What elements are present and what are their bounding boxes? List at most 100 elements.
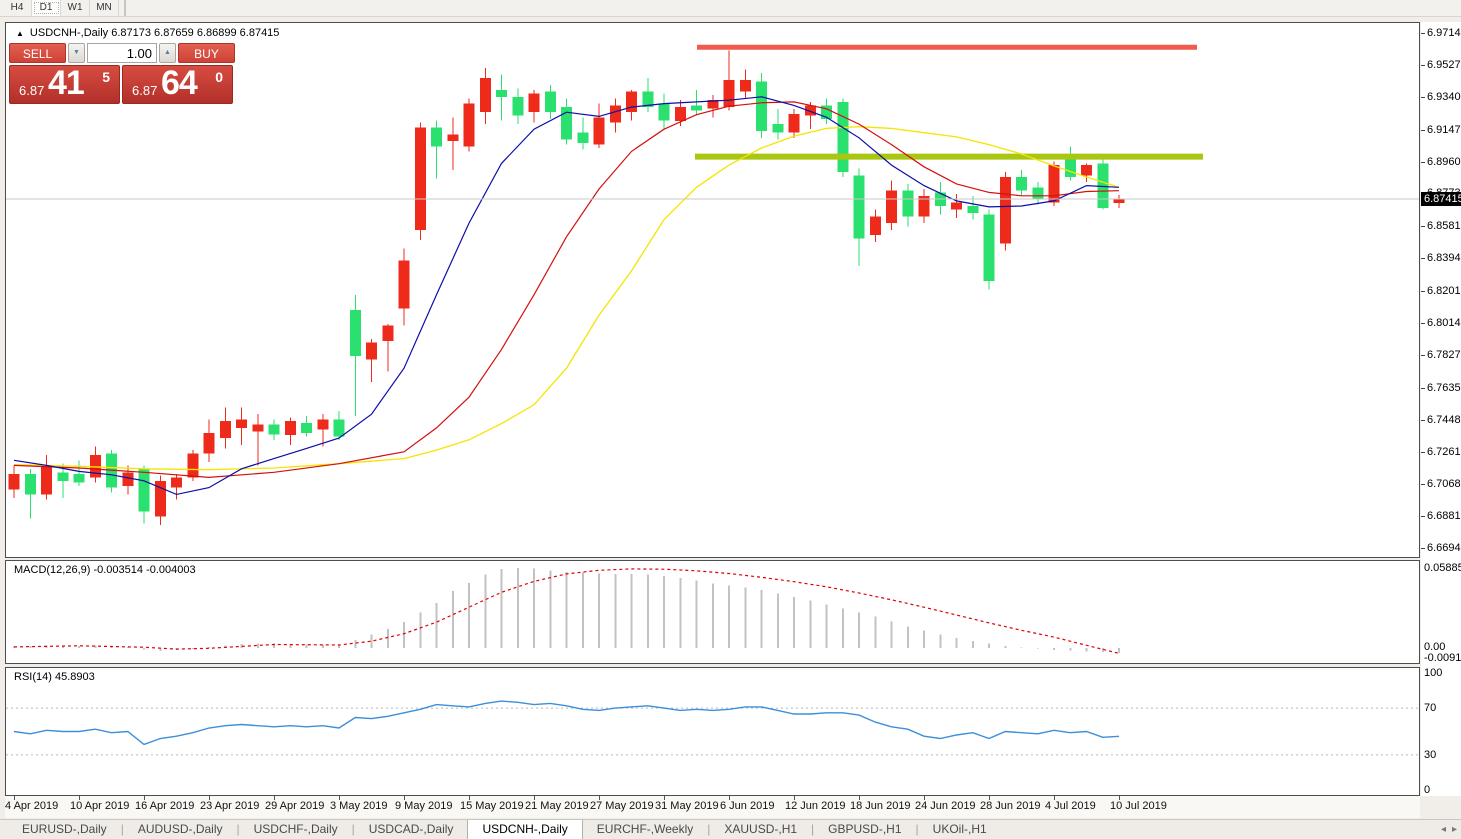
price-scale-tick <box>1421 420 1425 421</box>
rsi-scale-0: 0 <box>1424 784 1431 796</box>
volume-increase-button[interactable]: ▲ <box>159 43 176 63</box>
date-tick <box>79 796 80 800</box>
price-scale-tick <box>1421 226 1425 227</box>
price-scale-tick <box>1421 130 1425 131</box>
volume-decrease-button[interactable]: ▼ <box>68 43 85 63</box>
tab-scroll-controls: ◂ ▸ <box>1441 823 1457 837</box>
price-scale-background[interactable] <box>1421 22 1461 796</box>
rsi-indicator-pane[interactable]: RSI(14) 45.8903 <box>5 667 1420 796</box>
date-label: 18 Jun 2019 <box>850 800 911 812</box>
date-axis[interactable]: 4 Apr 2019 10 Apr 2019 16 Apr 2019 23 Apr 2… <box>5 796 1420 818</box>
macd-scale-max: 0.058851 <box>1424 562 1461 574</box>
price-tick-label: 6.95270 <box>1427 59 1461 71</box>
date-tick <box>1119 796 1120 800</box>
main-chart-canvas[interactable] <box>6 23 1419 557</box>
tab-scroll-right-icon[interactable]: ▸ <box>1451 824 1457 835</box>
chart-tab-gbpusd[interactable]: GBPUSD-,H1 <box>828 822 902 836</box>
price-scale-tick <box>1421 162 1425 163</box>
price-scale-tick <box>1421 516 1425 517</box>
tab-separator: | <box>915 822 919 836</box>
date-tick <box>729 796 730 800</box>
price-scale-tick <box>1421 258 1425 259</box>
buy-price-big: 64 <box>161 64 198 102</box>
price-scale-tick <box>1421 548 1425 549</box>
price-tick-label: 6.80145 <box>1427 317 1461 329</box>
date-label: 10 Jul 2019 <box>1110 800 1167 812</box>
buy-price-small: 6.87 <box>132 83 158 98</box>
price-tick-label: 6.76350 <box>1427 382 1461 394</box>
chart-tab-usdcad[interactable]: USDCAD-,Daily <box>368 822 454 836</box>
sell-button[interactable]: SELL <box>9 43 66 63</box>
price-tick-label: 6.74480 <box>1427 414 1461 426</box>
date-tick <box>924 796 925 800</box>
tab-separator: | <box>120 822 124 836</box>
date-label: 29 Apr 2019 <box>265 800 325 812</box>
tab-separator: | <box>811 822 815 836</box>
date-label: 9 May 2019 <box>395 800 453 812</box>
rsi-canvas[interactable] <box>6 668 1419 795</box>
sell-price-big: 41 <box>48 64 85 102</box>
macd-histogram <box>13 568 1120 653</box>
date-tick <box>794 796 795 800</box>
timeframe-button-h4[interactable]: H4 <box>3 0 32 16</box>
tab-separator: | <box>707 822 711 836</box>
rsi-scale-30: 30 <box>1424 749 1437 761</box>
sell-price-box[interactable]: 6.87 41 5 <box>9 64 120 104</box>
chart-tab-audusd[interactable]: AUDUSD-,Daily <box>137 822 223 836</box>
date-label: 4 Jul 2019 <box>1045 800 1096 812</box>
date-label: 28 Jun 2019 <box>980 800 1041 812</box>
chart-tab-bar: EURUSD-,Daily | AUDUSD-,Daily | USDCHF-,Dail… <box>0 819 1461 839</box>
date-tick <box>534 796 535 800</box>
chart-header-text: USDCNH-,Daily 6.87173 6.87659 6.86899 6.… <box>29 27 280 39</box>
rsi-label: RSI(14) 45.8903 <box>14 671 95 683</box>
volume-input[interactable] <box>87 43 157 63</box>
macd-indicator-pane[interactable]: MACD(12,26,9) -0.003514 -0.004003 <box>5 560 1420 664</box>
chart-tab-usdchf[interactable]: USDCHF-,Daily <box>253 822 338 836</box>
date-label: 21 May 2019 <box>525 800 589 812</box>
price-tick-label: 6.78275 <box>1427 349 1461 361</box>
chart-tab-ukoil[interactable]: UKOil-,H1 <box>932 822 987 836</box>
candles-layer <box>8 50 1125 526</box>
chart-tab-usdcnh[interactable]: USDCNH-,Daily <box>467 820 583 839</box>
timeframe-button-mn[interactable]: MN <box>90 0 119 16</box>
date-tick <box>859 796 860 800</box>
chart-tab-eurchf[interactable]: EURCHF-,Weekly <box>596 822 694 836</box>
date-tick <box>144 796 145 800</box>
price-scale-tick <box>1421 33 1425 34</box>
price-tick-label: 6.83940 <box>1427 252 1461 264</box>
current-price-tag: 6.87415 <box>1421 192 1461 206</box>
ma-fast-blue-line <box>13 96 1120 496</box>
macd-canvas[interactable] <box>6 561 1419 663</box>
date-label: 27 May 2019 <box>590 800 654 812</box>
sell-price-sup: 5 <box>102 69 110 85</box>
buy-button[interactable]: BUY <box>178 43 235 63</box>
buy-price-box[interactable]: 6.87 64 0 <box>122 64 233 104</box>
tab-separator: | <box>236 822 240 836</box>
timeframe-button-w1[interactable]: W1 <box>61 0 90 16</box>
tab-scroll-left-icon[interactable]: ◂ <box>1440 824 1446 835</box>
timeframe-button-d1[interactable]: D1 <box>32 0 61 16</box>
rsi-scale-100: 100 <box>1424 667 1443 679</box>
price-scale-tick <box>1421 355 1425 356</box>
price-scale-tick <box>1421 452 1425 453</box>
price-chart-pane[interactable]: ▲ USDCNH-,Daily 6.87173 6.87659 6.86899 6… <box>5 22 1420 558</box>
date-label: 16 Apr 2019 <box>135 800 195 812</box>
price-tick-label: 6.68815 <box>1427 510 1461 522</box>
price-scale-tick <box>1421 388 1425 389</box>
chart-tab-xauusd[interactable]: XAUUSD-,H1 <box>724 822 798 836</box>
price-tick-label: 6.72610 <box>1427 446 1461 458</box>
timeframe-toolbar: H4 D1 W1 MN <box>0 0 1461 17</box>
date-tick <box>469 796 470 800</box>
date-tick <box>1054 796 1055 800</box>
ma-mid-red-line <box>13 101 1120 479</box>
sell-price-small: 6.87 <box>19 83 45 98</box>
date-label: 10 Apr 2019 <box>70 800 130 812</box>
buy-price-sup: 0 <box>215 69 223 85</box>
macd-label: MACD(12,26,9) -0.003514 -0.004003 <box>14 564 196 576</box>
date-tick <box>339 796 340 800</box>
one-click-collapse-icon[interactable]: ▲ <box>16 29 24 38</box>
date-tick <box>404 796 405 800</box>
chart-tab-eurusd[interactable]: EURUSD-,Daily <box>22 822 107 836</box>
date-label: 4 Apr 2019 <box>5 800 59 812</box>
